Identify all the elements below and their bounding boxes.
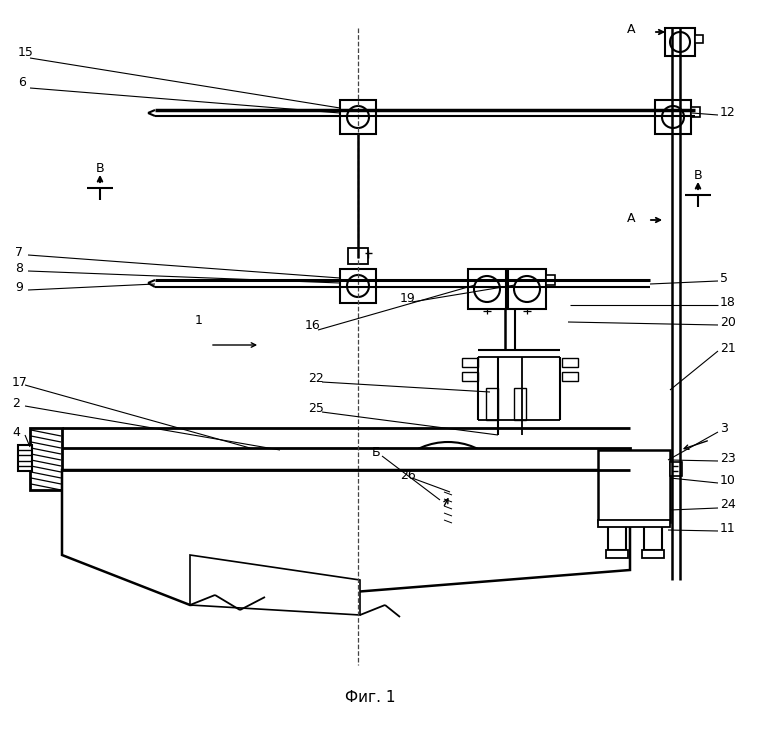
Bar [468,269,506,309]
Text: 21: 21 [720,341,736,354]
Bar [546,275,555,285]
Bar [642,550,664,558]
Text: 4: 4 [12,425,20,439]
Text: A: A [626,212,635,225]
Text: 19: 19 [400,292,416,304]
Text: 23: 23 [720,452,736,464]
Bar [30,428,62,490]
Bar [562,372,578,381]
Circle shape [474,276,500,302]
Text: 20: 20 [720,315,736,329]
Text: 18: 18 [720,296,736,309]
Bar [348,248,368,264]
Text: В: В [96,161,105,175]
Text: 5: 5 [720,271,728,284]
Text: 1: 1 [195,313,203,326]
Circle shape [514,276,540,302]
Bar [670,462,682,476]
Bar [514,388,526,420]
Text: Фиг. 1: Фиг. 1 [345,691,395,705]
Circle shape [380,442,516,578]
Text: 22: 22 [308,371,324,385]
Text: 7: 7 [15,245,23,259]
Text: 8: 8 [15,262,23,274]
Text: 3: 3 [720,422,728,435]
Text: 24: 24 [720,498,736,511]
Bar [691,107,700,117]
Bar [340,100,376,134]
Bar [644,522,662,550]
Bar [462,372,478,381]
Bar [508,269,546,309]
Bar [655,100,691,134]
Text: 26: 26 [400,469,416,481]
Text: 9: 9 [15,281,23,293]
Bar [18,445,32,471]
Polygon shape [190,555,360,615]
Text: В: В [693,169,702,181]
Bar [598,450,670,522]
Bar [695,35,703,43]
Bar [55,448,630,470]
Bar [608,522,626,550]
Text: 10: 10 [720,473,736,486]
Text: 25: 25 [308,402,324,414]
Bar [562,358,578,367]
Bar [665,28,695,56]
Text: 12: 12 [720,105,736,119]
Text: 16: 16 [305,318,321,332]
Text: 11: 11 [720,522,736,534]
Bar [340,269,376,303]
Circle shape [670,32,690,52]
Polygon shape [62,470,630,605]
Bar [462,358,478,367]
Text: 2: 2 [12,397,20,410]
Circle shape [347,106,369,128]
Bar [606,550,628,558]
Bar [598,520,670,527]
Text: 6: 6 [18,75,26,88]
Polygon shape [444,527,452,540]
Text: 17: 17 [12,375,28,388]
Bar [444,492,452,527]
Text: Б: Б [372,445,381,458]
Text: A: A [626,23,635,35]
Circle shape [347,275,369,297]
Bar [486,388,498,420]
Circle shape [662,106,684,128]
Bar [438,478,458,492]
Text: 15: 15 [18,46,34,58]
